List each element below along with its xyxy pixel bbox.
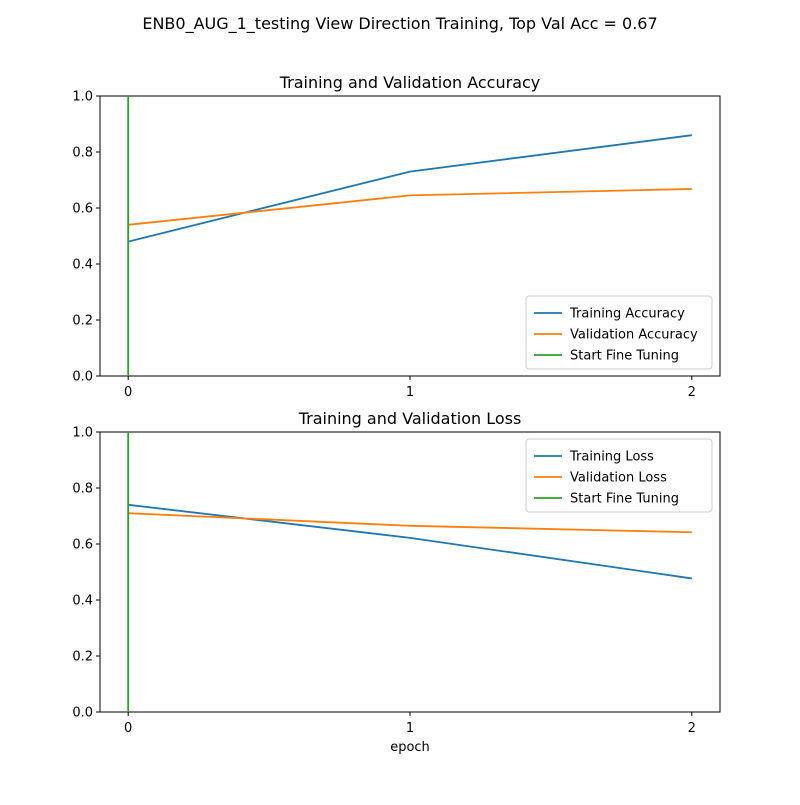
loss-series-validation-line	[128, 512, 692, 534]
figure-suptitle: ENB0_AUG_1_testing View Direction Traini…	[142, 14, 657, 34]
loss-legend-box	[525, 438, 713, 513]
loss-legend-label: Training Loss	[569, 450, 654, 465]
accuracy-x-tick-label: 2	[688, 385, 696, 400]
accuracy-y-tick-label: 0.0	[72, 370, 93, 385]
loss-legend-label: Start Fine Tuning	[570, 492, 679, 507]
accuracy-legend-label: Training Accuracy	[569, 307, 685, 322]
loss-y-tick-label: 1.0	[72, 426, 93, 441]
accuracy-x-tick-label: 0	[124, 385, 132, 400]
accuracy-panel-title: Training and Validation Accuracy	[279, 73, 541, 92]
accuracy-legend-box	[525, 295, 713, 370]
loss-x-axis-label: epoch	[390, 740, 430, 755]
accuracy-x-tick-label: 1	[406, 385, 414, 400]
loss-panel-title: Training and Validation Loss	[298, 409, 522, 428]
loss-legend-label: Validation Loss	[570, 471, 667, 486]
loss-y-tick-label: 0.0	[72, 706, 93, 721]
accuracy-y-tick-label: 0.6	[72, 202, 93, 217]
loss-panel: Training and Validation Loss epoch 0.0 0.…	[72, 409, 721, 755]
loss-y-tick-label: 0.6	[72, 538, 93, 553]
loss-series-training-line	[128, 503, 692, 580]
loss-y-tick-label: 0.2	[72, 650, 93, 665]
accuracy-legend-label: Validation Accuracy	[570, 328, 698, 343]
accuracy-series-training-line	[127, 134, 692, 243]
accuracy-y-tick-label: 0.2	[72, 314, 93, 329]
loss-y-tick-label: 0.4	[72, 594, 93, 609]
loss-x-tick-label: 2	[688, 721, 696, 736]
accuracy-series-validation-line	[128, 188, 692, 226]
loss-x-tick-label: 1	[406, 721, 414, 736]
accuracy-panel: Training and Validation Accuracy 0.0 0.2 0…	[72, 73, 721, 400]
accuracy-y-tick-label: 1.0	[72, 90, 93, 105]
accuracy-y-tick-label: 0.4	[72, 258, 93, 273]
accuracy-legend: Training Accuracy Validation Accuracy Star…	[525, 295, 713, 370]
loss-legend: Training Loss Validation Loss Start Fine T…	[525, 438, 713, 513]
loss-x-tick-label: 0	[124, 721, 132, 736]
accuracy-legend-label: Start Fine Tuning	[570, 349, 679, 364]
accuracy-y-tick-label: 0.8	[72, 146, 93, 161]
loss-y-tick-label: 0.8	[72, 482, 93, 497]
